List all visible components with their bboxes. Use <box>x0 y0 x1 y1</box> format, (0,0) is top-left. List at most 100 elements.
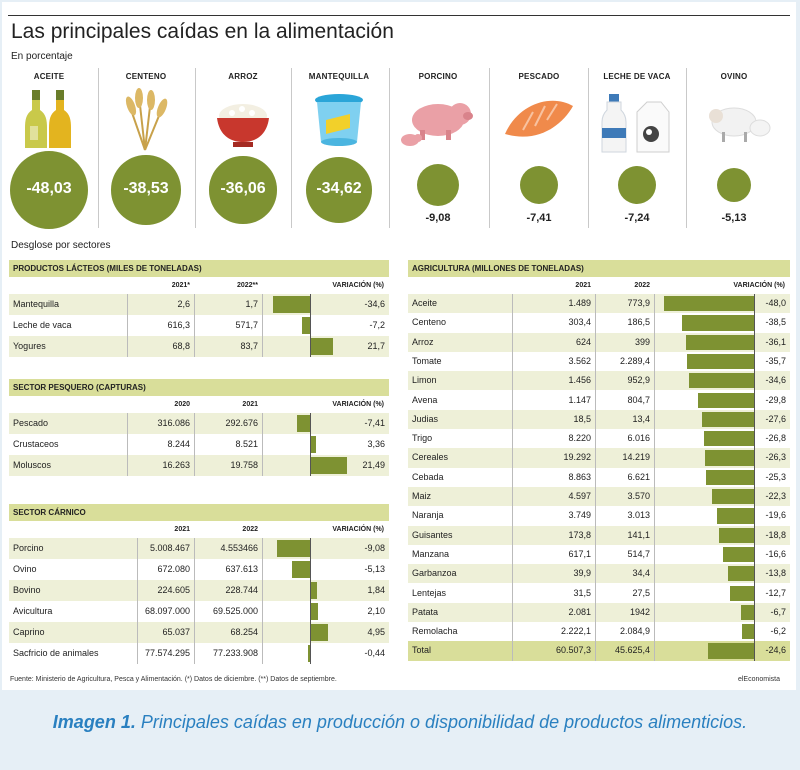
column-separator <box>97 68 99 228</box>
value-circle <box>306 157 372 223</box>
row-value-year2: 1942 <box>629 606 650 617</box>
column-header-variation: VARIACIÓN (%) <box>733 282 785 289</box>
variation-bar <box>310 603 318 620</box>
row-label: Total <box>412 645 432 656</box>
row-value-year2: 19.758 <box>230 460 258 470</box>
row-label: Judias <box>412 413 439 424</box>
row-value-year1: 8.863 <box>568 471 591 482</box>
top-item-label-aceite: ACEITE <box>33 72 65 81</box>
value-text: -34,62 <box>316 180 362 197</box>
column-header-variation: VARIACIÓN (%) <box>332 401 384 408</box>
row-value-year2: 69.525.000 <box>212 606 258 616</box>
row-variation: 21,49 <box>362 460 385 470</box>
row-value-year2: 45.625,4 <box>614 645 650 656</box>
top-item-label-mantequilla: MANTEQUILLA <box>308 72 370 81</box>
row-value-year2: 952,9 <box>627 375 650 386</box>
row-value-year2: 6.016 <box>627 433 650 444</box>
caption-bold: Imagen 1. <box>52 712 136 732</box>
column-header-year1: 2021 <box>174 526 190 533</box>
row-value-year1: 31,5 <box>573 587 591 598</box>
variation-bar <box>697 392 754 408</box>
row-value-year2: 8.521 <box>235 439 258 449</box>
row-value-year2: 228.744 <box>225 585 258 595</box>
salmon-fillet-icon <box>499 88 579 154</box>
row-variation: -34,6 <box>364 299 385 309</box>
row-variation: -16,6 <box>765 548 786 559</box>
column-divider <box>512 294 513 661</box>
column-header-year2: 2021 <box>242 401 258 408</box>
value-text: -38,53 <box>123 180 169 197</box>
column-header-variation: VARIACIÓN (%) <box>332 282 384 289</box>
variation-bar <box>310 457 347 474</box>
variation-bar <box>704 450 754 466</box>
variation-bar <box>297 415 310 432</box>
row-variation: -34,6 <box>765 375 786 386</box>
row-label: Yogures <box>13 341 46 351</box>
variation-bar <box>730 585 754 601</box>
row-value-year2: 13,4 <box>632 413 650 424</box>
row-variation: 21,7 <box>367 341 385 351</box>
row-label: Limon <box>412 375 437 386</box>
value-text: -7,41 <box>526 212 552 224</box>
row-value-year1: 316.086 <box>157 418 190 428</box>
row-value-year2: 27,5 <box>632 587 650 598</box>
section-title: SECTOR PESQUERO (CAPTURAS) <box>9 379 389 396</box>
row-label: Avena <box>412 394 438 405</box>
row-variation: -0,44 <box>364 648 385 658</box>
table-row <box>408 641 790 661</box>
row-label: Sacfricio de animales <box>13 648 99 658</box>
row-value-year1: 39,9 <box>573 568 591 579</box>
column-divider <box>262 294 263 357</box>
row-label: Cebada <box>412 471 444 482</box>
butter-tub-icon <box>308 86 370 152</box>
row-value-year1: 1.456 <box>568 375 591 386</box>
column-separator <box>685 68 687 228</box>
row-value-year2: 399 <box>634 336 650 347</box>
row-variation: 4,95 <box>367 627 385 637</box>
column-divider <box>194 413 195 476</box>
oil-bottles-icon <box>18 86 80 152</box>
variation-bar <box>277 540 310 557</box>
row-variation: -26,3 <box>765 452 786 463</box>
value-text: -5,13 <box>721 212 747 224</box>
sheep-icon <box>694 88 774 154</box>
row-value-year2: 2.289,4 <box>619 355 650 366</box>
variation-bar <box>302 317 310 334</box>
column-divider <box>262 413 263 476</box>
value-circle <box>519 165 559 205</box>
title-rule <box>8 15 790 16</box>
row-value-year2: 3.570 <box>627 491 650 501</box>
row-value-year2: 773,9 <box>627 298 650 308</box>
row-value-year2: 68.254 <box>230 627 258 637</box>
row-label: Garbanzoa <box>412 568 457 579</box>
row-variation: -22,3 <box>765 491 786 501</box>
column-separator <box>588 68 589 228</box>
zero-line <box>754 294 755 661</box>
column-header-year1: 2021* <box>171 282 190 289</box>
column-separator <box>194 68 196 228</box>
row-label: Pescado <box>13 418 49 428</box>
column-header-variation: VARIACIÓN (%) <box>332 526 384 533</box>
row-label: Cereales <box>412 452 449 463</box>
row-label: Patata <box>412 606 439 617</box>
column-divider <box>194 538 195 664</box>
variation-bar <box>663 296 754 312</box>
row-label: Porcino <box>13 543 44 553</box>
top-item-label-pescado: PESCADO <box>518 72 560 81</box>
row-value-year1: 3.749 <box>568 510 591 521</box>
row-label: Naranja <box>412 510 444 521</box>
row-value-year1: 616,3 <box>167 320 190 330</box>
row-value-year1: 2.081 <box>568 606 591 617</box>
row-value-year1: 8.244 <box>167 439 190 449</box>
row-variation: -9,08 <box>364 543 385 553</box>
row-value-year1: 173,8 <box>568 529 591 540</box>
value-circle <box>111 155 181 225</box>
row-label: Caprino <box>13 627 45 637</box>
row-value-year1: 68.097.000 <box>144 606 190 616</box>
row-value-year1: 2.222,1 <box>560 626 591 637</box>
column-divider <box>137 538 138 664</box>
variation-bar <box>706 469 754 485</box>
breakdown-label: Desglose por sectores <box>11 240 111 251</box>
row-value-year2: 77.233.908 <box>212 648 258 658</box>
top-item-label-leche-de-vaca: LECHE DE VACA <box>603 72 671 81</box>
